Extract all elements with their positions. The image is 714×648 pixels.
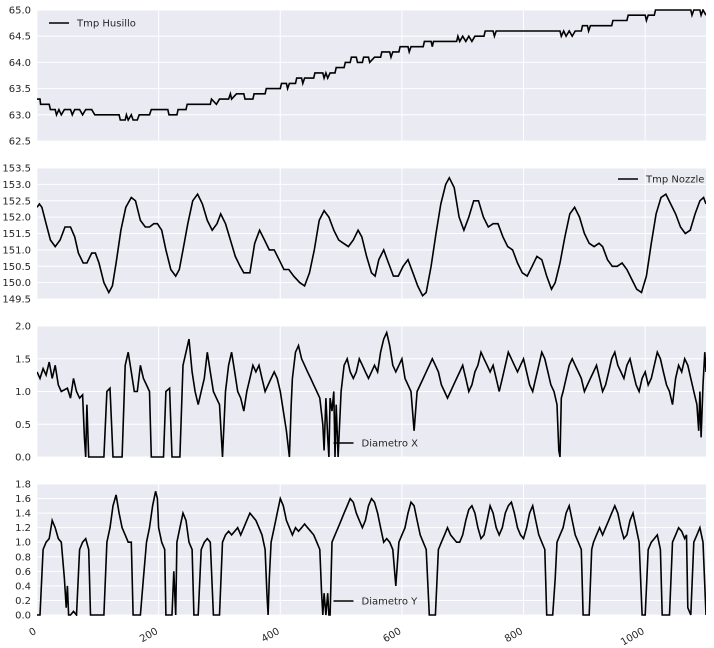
legend: Tmp Husillo (49, 19, 136, 30)
y-tick-label: 62.5 (9, 137, 31, 148)
legend-label: Diametro Y (362, 597, 419, 608)
series-line-tmp-husillo (37, 9, 706, 122)
y-tick-label: 0.8 (15, 552, 31, 563)
y-tick-label: 1.0 (15, 538, 31, 549)
y-tick-label: 1.8 (15, 480, 31, 491)
y-tick-label: 0.0 (15, 611, 31, 622)
legend: Tmp Nozzle (618, 175, 704, 186)
y-tick-label: 150.0 (2, 278, 31, 289)
x-tick-label: 800 (503, 626, 525, 645)
y-tick-label: 63.0 (9, 110, 31, 121)
y-tick-label: 64.5 (9, 32, 31, 43)
series-line-diametro-x (37, 330, 706, 458)
legend-label: Tmp Nozzle (645, 175, 704, 186)
plot-area (37, 10, 706, 141)
chart-panel-1: 62.5 63.0 63.5 64.0 64.5 65.0 Tmp Husillo (9, 6, 706, 148)
legend: Diametro Y (333, 597, 419, 608)
y-tick-label: 1.6 (15, 494, 31, 505)
y-tick-label: 0.5 (15, 420, 31, 431)
y-tick-label: 151.0 (2, 245, 31, 256)
y-tick-label: 153.0 (2, 180, 31, 191)
y-tick-label: 0.2 (15, 596, 31, 607)
x-tick-label: 200 (138, 626, 160, 645)
legend: Diametro X (333, 439, 419, 450)
y-tick-label: 150.5 (2, 262, 31, 273)
y-tick-label: 0.6 (15, 567, 31, 578)
y-tick-label: 1.0 (15, 387, 31, 398)
y-tick-label: 1.5 (15, 354, 31, 365)
x-tick-label: 600 (381, 626, 403, 645)
y-tick-label: 149.5 (2, 295, 31, 306)
y-tick-label: 63.5 (9, 84, 31, 95)
y-tick-label: 153.5 (2, 164, 31, 175)
y-tick-label: 1.4 (15, 509, 31, 520)
y-tick-label: 151.5 (2, 229, 31, 240)
chart-panel-2: 149.5 150.0 150.5 151.0 151.5 152.0 152.5 153.0… (2, 164, 706, 306)
x-tick-label: 0 (27, 626, 38, 639)
y-tick-label: 0.4 (15, 581, 31, 592)
legend-label: Diametro X (362, 439, 419, 450)
chart-panel-3: 0.0 0.5 1.0 1.5 2.0 Diametro X (15, 322, 706, 464)
x-tick-label: 1000 (619, 626, 647, 648)
y-tick-label: 0.0 (15, 453, 31, 464)
y-tick-label: 152.5 (2, 196, 31, 207)
plot-area (37, 484, 706, 615)
y-tick-label: 1.2 (15, 523, 31, 534)
y-tick-label: 2.0 (15, 322, 31, 333)
y-tick-label: 64.0 (9, 58, 31, 69)
legend-label: Tmp Husillo (76, 19, 136, 30)
chart-panel-4: 0.0 0.2 0.4 0.6 0.8 1.0 1.2 1.4 1.6 1.8 0 200 400 600… (15, 480, 706, 648)
y-tick-label: 152.0 (2, 213, 31, 224)
x-tick-label: 400 (260, 626, 282, 645)
series-line-diametro-y (37, 491, 706, 616)
series-line-tmp-nozzle (37, 176, 706, 297)
y-tick-label: 65.0 (9, 6, 31, 17)
